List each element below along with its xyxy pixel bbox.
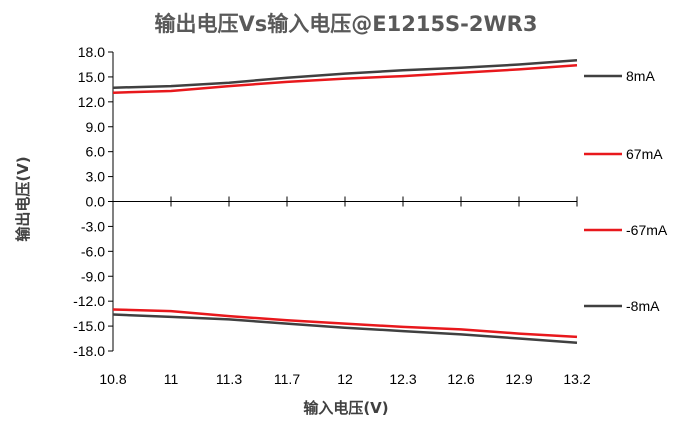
y-tick-label: 12.0 (78, 94, 105, 110)
y-tick-label: -3.0 (81, 218, 105, 234)
y-tick-label: 3.0 (86, 169, 106, 185)
y-tick-label: 9.0 (86, 119, 106, 135)
series-line-3 (112, 313, 578, 344)
legend-label: 67mA (626, 146, 663, 162)
legend-label: 8mA (626, 68, 655, 84)
series-line-1 (112, 64, 578, 94)
x-tick-label: 12.3 (389, 371, 416, 387)
x-tick-label: 11.7 (274, 371, 300, 387)
series-line-0 (112, 59, 578, 89)
x-tick-label: 13.2 (563, 371, 590, 387)
x-tick-label: 12.9 (505, 371, 532, 387)
y-tick-label: 6.0 (86, 144, 106, 160)
y-axis-title: 输出电压(V) (14, 156, 32, 241)
x-axis-title: 输入电压(V) (303, 399, 388, 417)
y-tick-label: -6.0 (81, 243, 105, 259)
x-tick-label: 12.6 (447, 371, 474, 387)
y-tick-label: -18.0 (73, 343, 105, 359)
legend: 8mA 67mA -67mA -8mA (584, 68, 668, 314)
x-tick-label: 11 (164, 371, 179, 387)
y-tick-label: -9.0 (81, 268, 105, 284)
y-tick-label: -12.0 (73, 293, 105, 309)
chart-title: 输出电压Vs输入电压@E1215S-2WR3 (155, 12, 538, 36)
plot-area: 18.0 15.0 12.0 9.0 6.0 3.0 0.0 -3.0 -6.0 -9.0 -12.… (73, 44, 591, 387)
x-tick-label: 10.8 (99, 371, 126, 387)
y-tick-label: 0.0 (86, 194, 106, 210)
x-tick-label: 11.3 (216, 371, 242, 387)
y-tick-label: -15.0 (73, 318, 105, 334)
legend-label: -8mA (626, 298, 660, 314)
y-tick-label: 15.0 (78, 69, 105, 85)
y-tick-label: 18.0 (78, 44, 105, 60)
series-line-2 (112, 308, 578, 339)
legend-label: -67mA (626, 222, 668, 238)
x-tick-label: 12 (337, 371, 353, 387)
